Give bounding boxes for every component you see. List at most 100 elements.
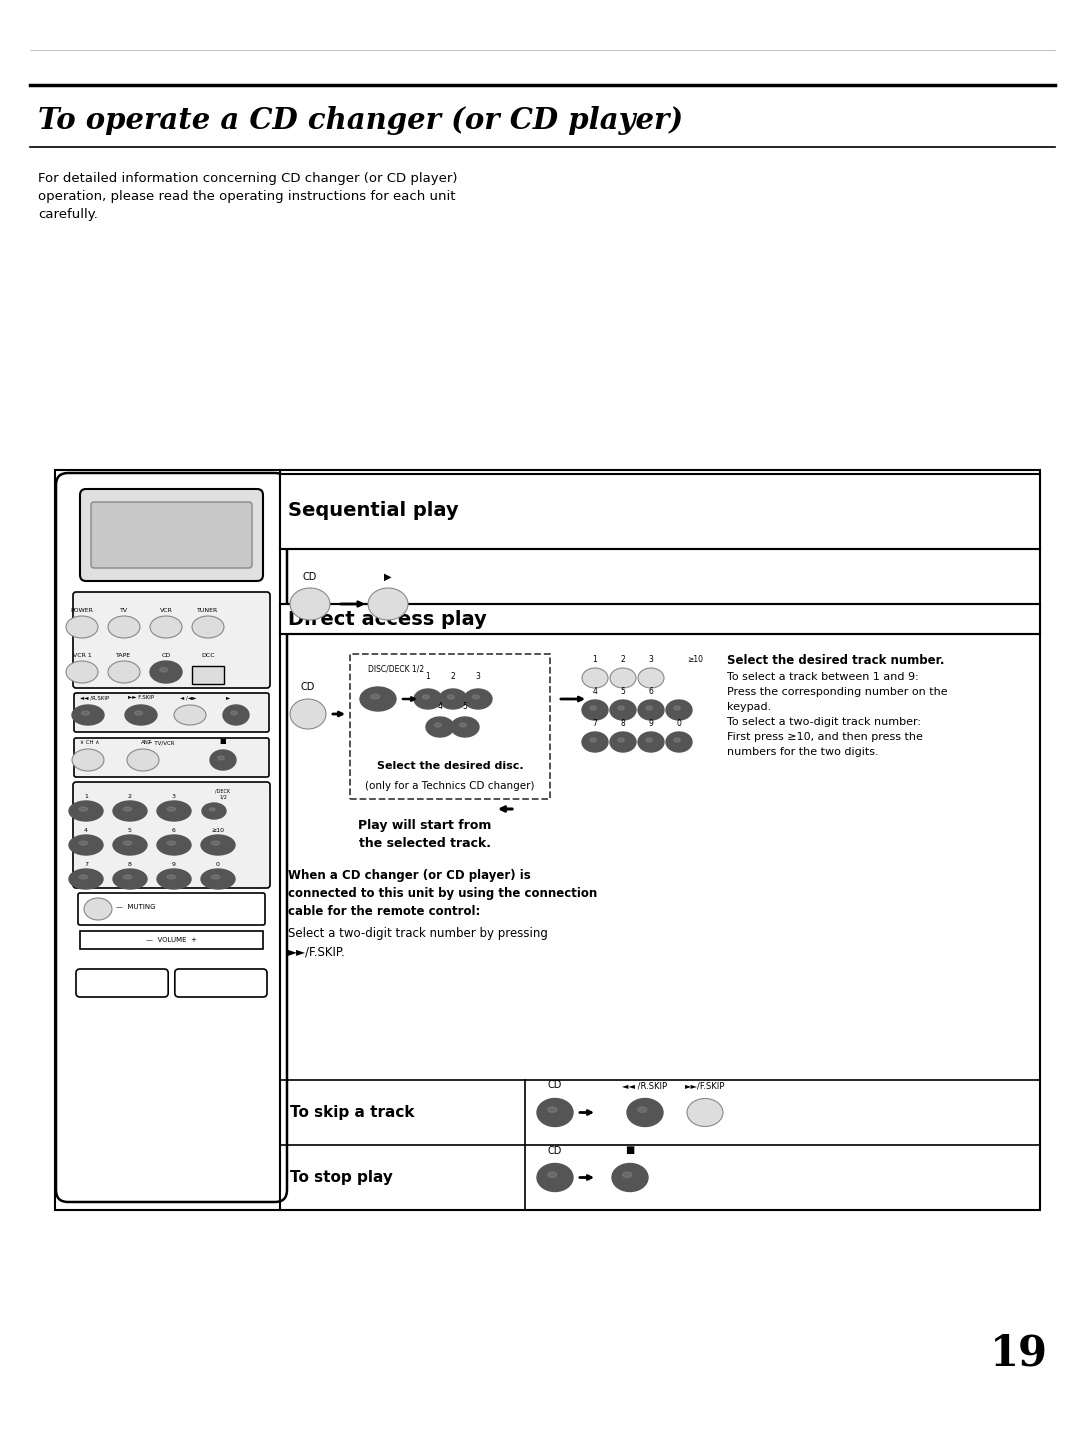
Text: ANT: ANT [141,740,152,744]
Text: 1: 1 [84,793,87,799]
Ellipse shape [537,1099,573,1126]
Ellipse shape [202,804,226,819]
Text: Select a two-digit track number by pressing
►►/F.SKIP.: Select a two-digit track number by press… [288,927,548,958]
Ellipse shape [537,1164,573,1191]
Ellipse shape [82,711,90,716]
FancyBboxPatch shape [73,592,270,688]
Text: 4: 4 [437,703,443,711]
Ellipse shape [627,1099,663,1126]
Ellipse shape [212,841,219,845]
FancyBboxPatch shape [73,782,270,888]
Ellipse shape [646,706,652,710]
Ellipse shape [157,801,191,821]
Text: ≥10: ≥10 [687,655,703,664]
Ellipse shape [610,700,636,720]
Text: 8: 8 [621,719,625,729]
Ellipse shape [212,876,219,878]
Text: 4: 4 [593,687,597,696]
Text: First press ≥10, and then press the: First press ≥10, and then press the [727,732,923,742]
Ellipse shape [123,876,132,878]
Text: Sequential play: Sequential play [288,501,459,520]
Ellipse shape [291,698,326,729]
Text: —  VOLUME  +: — VOLUME + [146,937,197,943]
Text: Play will start from
the selected track.: Play will start from the selected track. [359,819,491,850]
Ellipse shape [610,732,636,752]
Ellipse shape [370,694,380,698]
Text: 6: 6 [172,828,176,832]
Ellipse shape [150,661,183,683]
Ellipse shape [434,723,442,727]
FancyBboxPatch shape [91,503,252,567]
Text: CD: CD [548,1145,563,1155]
Text: For detailed information concerning CD changer (or CD player)
operation, please : For detailed information concerning CD c… [38,171,458,220]
Text: CD: CD [161,652,171,658]
Ellipse shape [618,739,624,742]
Text: numbers for the two digits.: numbers for the two digits. [727,747,879,757]
Bar [192,665,224,684]
Ellipse shape [69,835,103,855]
Bar [55,469,1040,1210]
Text: /DECK
1/2: /DECK 1/2 [215,788,230,799]
Ellipse shape [127,749,159,770]
Text: 1: 1 [593,655,597,664]
FancyBboxPatch shape [175,969,267,996]
Text: 3: 3 [475,672,481,681]
Text: TAPE: TAPE [117,652,132,658]
Text: 2: 2 [621,655,625,664]
Text: 9: 9 [172,863,176,867]
Ellipse shape [638,700,664,720]
Text: 2: 2 [450,672,456,681]
Ellipse shape [210,808,215,811]
Text: 19: 19 [990,1333,1048,1375]
Text: 0: 0 [216,863,220,867]
Text: DISC/DECK 1/2: DISC/DECK 1/2 [368,664,424,672]
Text: ∨ CH ∧: ∨ CH ∧ [80,740,99,744]
Text: Direct access play: Direct access play [288,609,487,628]
Ellipse shape [174,706,206,724]
Text: 7: 7 [593,719,597,729]
Text: ⌐ TV/VCR: ⌐ TV/VCR [148,740,175,744]
Ellipse shape [167,806,176,811]
Text: (only for a Technics CD changer): (only for a Technics CD changer) [365,780,535,791]
Ellipse shape [157,868,191,888]
Ellipse shape [582,732,608,752]
Bar [80,932,264,949]
Ellipse shape [623,1172,632,1178]
Ellipse shape [666,700,692,720]
Ellipse shape [123,841,132,845]
Ellipse shape [422,696,430,698]
Ellipse shape [451,717,480,737]
Ellipse shape [638,732,664,752]
Ellipse shape [687,1099,723,1126]
Text: ►► F.SKIP: ►► F.SKIP [129,696,154,700]
Ellipse shape [638,668,664,688]
Ellipse shape [618,706,624,710]
Text: 3: 3 [649,655,653,664]
Ellipse shape [590,706,596,710]
Text: 3: 3 [172,793,176,799]
Text: ◄ /◄►: ◄ /◄► [180,696,197,700]
Ellipse shape [123,806,132,811]
Ellipse shape [113,801,147,821]
Ellipse shape [66,661,98,683]
Ellipse shape [69,868,103,888]
Text: ▶: ▶ [384,572,392,582]
Text: 2: 2 [129,793,132,799]
Text: Press the corresponding number on the: Press the corresponding number on the [727,687,947,697]
Ellipse shape [201,835,235,855]
Text: VCR 1: VCR 1 [72,652,92,658]
Ellipse shape [231,711,238,716]
Bar [280,474,1040,549]
Text: 8: 8 [129,863,132,867]
Ellipse shape [157,835,191,855]
Text: 0: 0 [676,719,681,729]
Ellipse shape [638,1107,647,1113]
Text: To select a track between 1 and 9:: To select a track between 1 and 9: [727,672,919,683]
Ellipse shape [79,876,87,878]
Ellipse shape [674,706,680,710]
Ellipse shape [368,588,408,621]
FancyBboxPatch shape [76,969,168,996]
Text: 7: 7 [84,863,87,867]
Text: keypad.: keypad. [727,703,771,711]
FancyBboxPatch shape [78,893,265,924]
